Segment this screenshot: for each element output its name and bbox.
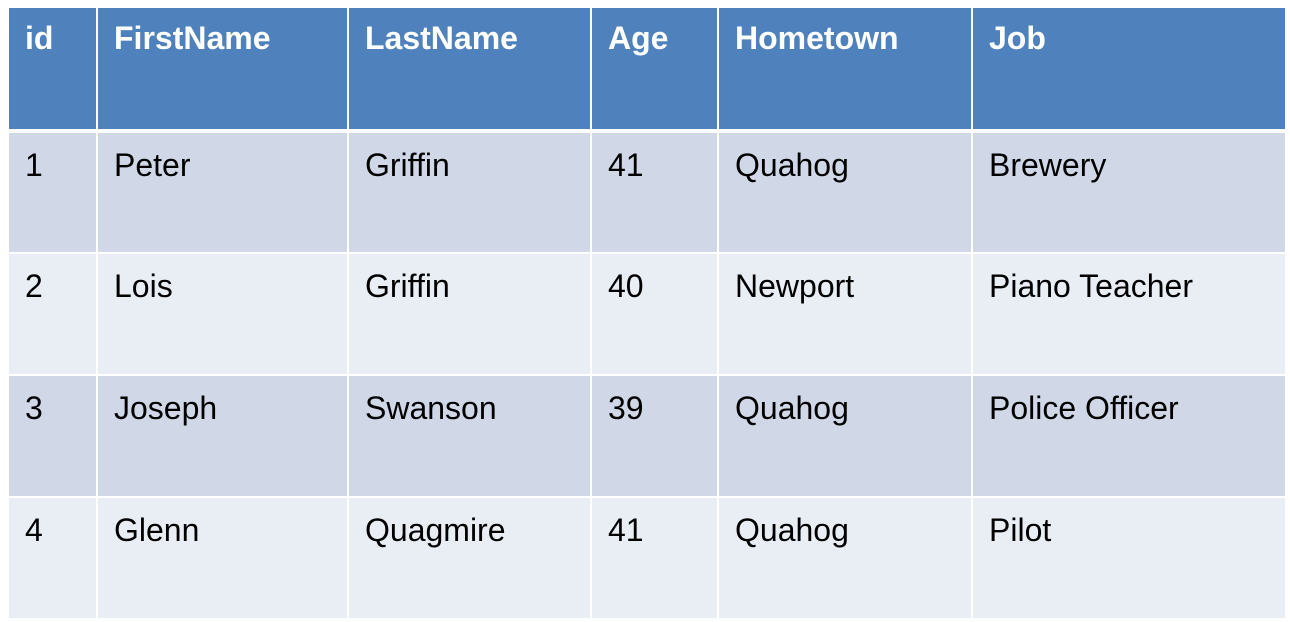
cell-id: 1 bbox=[7, 130, 98, 254]
cell-hometown: Quahog bbox=[717, 130, 973, 254]
header-row: id FirstName LastName Age Hometown Job bbox=[7, 6, 1287, 133]
cell-age: 41 bbox=[590, 496, 719, 620]
cell-firstname: Peter bbox=[96, 130, 349, 254]
cell-hometown: Quahog bbox=[717, 496, 973, 620]
cell-lastname: Quagmire bbox=[347, 496, 592, 620]
table-row: 1 Peter Griffin 41 Quahog Brewery bbox=[7, 130, 1287, 254]
column-header-hometown: Hometown bbox=[717, 6, 973, 133]
cell-lastname: Griffin bbox=[347, 130, 592, 254]
column-header-id: id bbox=[7, 6, 98, 133]
cell-id: 2 bbox=[7, 252, 98, 376]
cell-id: 3 bbox=[7, 374, 98, 498]
cell-job: Pilot bbox=[971, 496, 1287, 620]
cell-job: Police Officer bbox=[971, 374, 1287, 498]
table-row: 2 Lois Griffin 40 Newport Piano Teacher bbox=[7, 252, 1287, 376]
cell-hometown: Newport bbox=[717, 252, 973, 376]
cell-id: 4 bbox=[7, 496, 98, 620]
column-header-age: Age bbox=[590, 6, 719, 133]
people-table: id FirstName LastName Age Hometown Job 1… bbox=[7, 6, 1287, 620]
cell-age: 39 bbox=[590, 374, 719, 498]
column-header-job: Job bbox=[971, 6, 1287, 133]
column-header-firstname: FirstName bbox=[96, 6, 349, 133]
cell-job: Brewery bbox=[971, 130, 1287, 254]
table-row: 3 Joseph Swanson 39 Quahog Police Office… bbox=[7, 374, 1287, 498]
cell-firstname: Joseph bbox=[96, 374, 349, 498]
cell-hometown: Quahog bbox=[717, 374, 973, 498]
table-row: 4 Glenn Quagmire 41 Quahog Pilot bbox=[7, 496, 1287, 620]
cell-age: 41 bbox=[590, 130, 719, 254]
cell-firstname: Glenn bbox=[96, 496, 349, 620]
people-table-container: id FirstName LastName Age Hometown Job 1… bbox=[7, 6, 1287, 620]
cell-firstname: Lois bbox=[96, 252, 349, 376]
cell-lastname: Griffin bbox=[347, 252, 592, 376]
table-body: 1 Peter Griffin 41 Quahog Brewery 2 Lois… bbox=[7, 130, 1287, 620]
cell-job: Piano Teacher bbox=[971, 252, 1287, 376]
table-header: id FirstName LastName Age Hometown Job bbox=[7, 6, 1287, 133]
cell-age: 40 bbox=[590, 252, 719, 376]
column-header-lastname: LastName bbox=[347, 6, 592, 133]
cell-lastname: Swanson bbox=[347, 374, 592, 498]
